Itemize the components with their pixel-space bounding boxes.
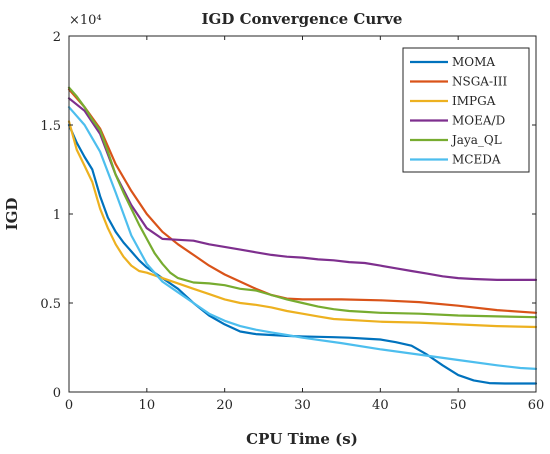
y-tick-label: 2 xyxy=(53,30,61,45)
y-axis: 0 0.5 1 1.5 2 xyxy=(40,30,536,401)
legend-label: MCEDA xyxy=(452,153,501,167)
x-axis-title: CPU Time (s) xyxy=(246,430,358,448)
series-line-impga xyxy=(67,120,538,329)
series-line-nsga-iii xyxy=(67,88,538,314)
x-tick-label: 40 xyxy=(372,398,389,413)
y-tick-label: 1 xyxy=(53,208,61,223)
legend-label: IMPGA xyxy=(452,94,496,108)
legend-label: MOMA xyxy=(452,55,495,69)
x-tick-label: 20 xyxy=(216,398,233,413)
legend-label: NSGA-III xyxy=(452,75,508,89)
legend-label: Jaya_QL xyxy=(450,133,502,147)
series-line-jaya-ql xyxy=(67,86,538,319)
x-tick-label: 30 xyxy=(294,398,311,413)
x-axis: 0 10 20 30 40 50 60 xyxy=(65,36,544,413)
x-tick-label: 60 xyxy=(528,398,545,413)
x-tick-label: 0 xyxy=(65,398,73,413)
legend-box xyxy=(402,47,530,173)
x-tick-label: 10 xyxy=(139,398,156,413)
y-exponent-label: ×10⁴ xyxy=(69,13,102,28)
series-line-moma xyxy=(67,123,538,385)
x-tick-label: 50 xyxy=(450,398,467,413)
series-layer xyxy=(67,86,538,385)
chart-title: IGD Convergence Curve xyxy=(202,10,403,28)
series-line-moea-d xyxy=(67,97,538,281)
y-tick-label: 0 xyxy=(53,386,61,401)
y-axis-title: IGD xyxy=(3,198,21,231)
legend: MOMA NSGA-III IMPGA MOEA/D Jaya_QL MCEDA xyxy=(402,47,530,173)
y-tick-label: 0.5 xyxy=(40,297,61,312)
series-line-mceda xyxy=(67,106,538,370)
legend-label: MOEA/D xyxy=(452,114,505,128)
y-tick-label: 1.5 xyxy=(40,119,61,134)
